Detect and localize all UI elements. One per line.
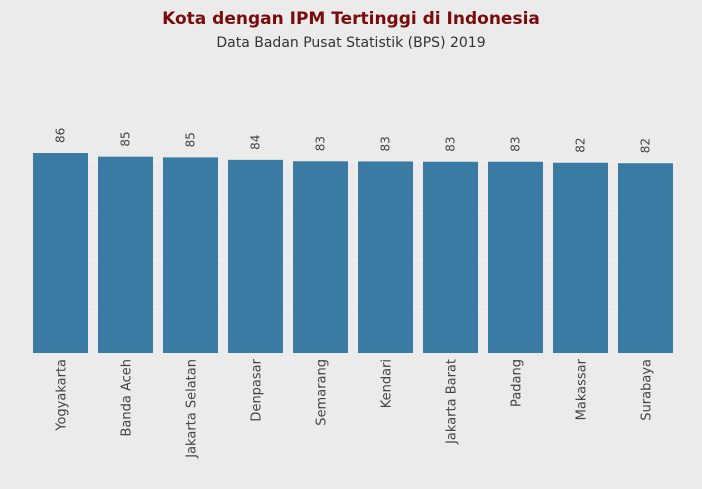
x-tick-label-4: Semarang (315, 359, 330, 426)
x-tick-label-0: Yogyakarta (55, 359, 70, 432)
value-label-9: 82 (639, 138, 653, 153)
value-label-1: 85 (119, 131, 133, 146)
x-tick-label-2: Jakarta Selatan (185, 359, 200, 459)
value-label-3: 84 (249, 135, 263, 150)
x-tick-label-1: Banda Aceh (120, 359, 135, 437)
x-tick-label-9: Surabaya (640, 359, 655, 421)
value-label-7: 83 (509, 136, 523, 151)
value-label-5: 83 (379, 136, 393, 151)
value-label-8: 82 (574, 137, 588, 152)
value-label-0: 86 (54, 128, 68, 143)
x-tick-label-5: Kendari (380, 359, 395, 408)
bar-9 (618, 163, 673, 353)
bar-0 (33, 153, 88, 353)
bar-8 (553, 162, 608, 353)
bar-1 (98, 156, 153, 353)
chart-subtitle: Data Badan Pusat Statistik (BPS) 2019 (216, 35, 486, 51)
bar-2 (163, 157, 218, 353)
x-tick-label-6: Jakarta Barat (445, 359, 460, 445)
bar-7 (488, 161, 543, 353)
bar-3 (228, 159, 283, 353)
chart-title: Kota dengan IPM Tertinggi di Indonesia (162, 9, 540, 29)
x-tick-label-7: Padang (510, 359, 525, 407)
value-label-2: 85 (184, 132, 198, 147)
value-label-6: 83 (444, 136, 458, 151)
value-label-4: 83 (314, 136, 328, 151)
x-tick-label-8: Makassar (575, 358, 590, 420)
bar-6 (423, 161, 478, 353)
x-tick-label-3: Denpasar (250, 358, 265, 421)
bar-5 (358, 161, 413, 353)
bar-4 (293, 161, 348, 353)
